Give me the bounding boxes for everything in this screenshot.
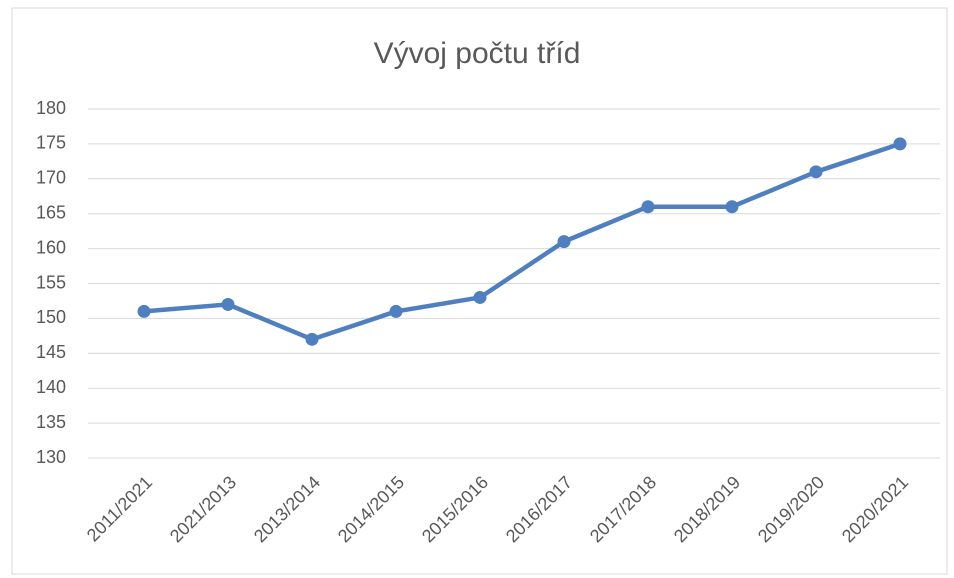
y-tick-label: 175 xyxy=(36,133,66,153)
marker xyxy=(809,165,823,179)
y-tick-label: 145 xyxy=(36,342,66,362)
marker xyxy=(137,304,151,318)
y-tick-label: 130 xyxy=(36,447,66,467)
chart-title: Vývoj počtu tříd xyxy=(374,37,581,70)
y-tick-label: 140 xyxy=(36,377,66,397)
y-tick-label: 165 xyxy=(36,202,66,222)
marker xyxy=(557,235,571,249)
series-line xyxy=(143,141,901,342)
y-tick-label: 135 xyxy=(36,412,66,432)
marker xyxy=(473,290,487,304)
marker xyxy=(305,332,319,346)
marker xyxy=(893,137,907,151)
y-tick-label: 180 xyxy=(36,98,66,118)
y-tick-label: 150 xyxy=(36,307,66,327)
marker xyxy=(641,200,655,214)
y-tick-label: 160 xyxy=(36,237,66,257)
y-tick-label: 170 xyxy=(36,168,66,188)
marker xyxy=(725,200,739,214)
marker xyxy=(221,297,235,311)
marker xyxy=(389,304,403,318)
y-tick-label: 155 xyxy=(36,272,66,292)
